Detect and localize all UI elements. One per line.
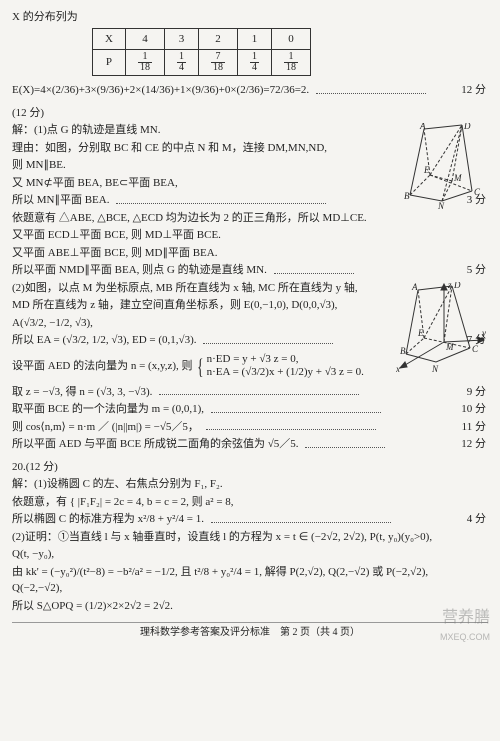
q19-line: 所以平面 AED 与平面 BCE 所成锐二面角的余弦值为 √5／5. 12 分 [12, 436, 488, 453]
q19-line: 依题意有 △ABE, △BCE, △ECD 均为边长为 2 的正三角形，所以 M… [12, 210, 488, 227]
q19-line: (2)如图，以点 M 为坐标原点, MB 所在直线为 x 轴, MC 所在直线为… [12, 280, 488, 297]
score-badge: 3 分 [467, 192, 486, 209]
p-label: P [93, 50, 126, 76]
q19-line: 理由：如图，分别取 BC 和 CE 的中点 N 和 M，连接 DM,MN,ND, [12, 140, 488, 157]
q19-heading: (12 分) [12, 105, 488, 122]
leader-dots [203, 337, 333, 344]
score-badge: 9 分 [467, 384, 486, 401]
q20-line: (2)证明：①当直线 l 与 x 轴垂直时，设直线 l 的方程为 x = t ∈… [12, 529, 488, 546]
dist-heading-text: X 的分布列为 [12, 11, 78, 23]
q19-line: 则 MN∥BE. [12, 157, 488, 174]
q19-line: A(√3/2, −1/2, √3), [12, 315, 488, 332]
q20-line: 由 kk' = (−y₀²)/(t²−8) = −b²/a² = −1/2, 且… [12, 564, 488, 597]
q20-heading: 20.(12 分) [12, 459, 488, 476]
x-cell: 4 [125, 28, 164, 50]
q20-line: 依题意，有 { |F₁F₂| = 2c = 4, b = c = 2, 则 a²… [12, 494, 488, 511]
leader-dots [116, 197, 326, 204]
p-cell: 14 [164, 50, 198, 76]
q19-line: 解：(1)点 G 的轨迹是直线 MN. [12, 122, 488, 139]
q19-heading-text: (12 分) [12, 107, 44, 119]
q19-line: 所以 MN∥平面 BEA. 3 分 [12, 192, 488, 209]
q20-line: 解：(1)设椭圆 C 的左、右焦点分别为 F₁, F₂. [12, 476, 488, 493]
q19-line: 所以平面 NMD∥平面 BEA, 则点 G 的轨迹是直线 MN. 5 分 [12, 262, 488, 279]
distribution-table: X 4 3 2 1 0 P 118 14 718 14 118 [92, 28, 311, 77]
expectation-expr: E(X)=4×(2/36)+3×(9/36)+2×(14/36)+1×(9/36… [12, 84, 309, 96]
dist-heading: X 的分布列为 [12, 9, 488, 26]
q20-line: 所以椭圆 C 的标准方程为 x²/8 + y²/4 = 1. 4 分 [12, 511, 488, 528]
score-badge: 5 分 [467, 262, 486, 279]
q19-line: 又平面 ABE⊥平面 BCE, 则 MD∥平面 BEA. [12, 245, 488, 262]
leader-dots [206, 423, 376, 430]
score-badge: 11 分 [462, 419, 486, 436]
x-cell: 2 [198, 28, 237, 50]
q19-line: MD 所在直线为 z 轴，建立空间直角坐标系，则 E(0,−1,0), D(0,… [12, 297, 488, 314]
p-cell: 718 [198, 50, 237, 76]
q20-line: Q(t, −y₀), [12, 546, 488, 563]
q19-line: 取平面 BCE 的一个法向量为 m = (0,0,1), 10 分 [12, 401, 488, 418]
footer-text: 理科数学参考答案及评分标准 第 2 页（共 4 页） [140, 627, 360, 638]
x-cell: 0 [271, 28, 310, 50]
q20-heading-text: 20.(12 分) [12, 461, 58, 473]
score-badge: 12 分 [461, 436, 486, 453]
score-badge: 7 分 [467, 332, 486, 349]
x-cell: 1 [237, 28, 271, 50]
q19-line: 则 cos⟨n,m⟩ = n·m ／ (|n||m|) = −√5／5， 11 … [12, 419, 488, 436]
leader-dots [274, 267, 354, 274]
p-cell: 14 [237, 50, 271, 76]
page-footer: 理科数学参考答案及评分标准 第 2 页（共 4 页） [12, 622, 488, 640]
q20-line: 所以 S△OPQ = (1/2)×2×2√2 = 2√2. [12, 598, 488, 615]
leader-dots [211, 516, 391, 523]
q19-line: 取 z = −√3, 得 n = (√3, 3, −√3). 9 分 [12, 384, 488, 401]
score-badge: 10 分 [461, 401, 486, 418]
p-cell: 118 [271, 50, 310, 76]
leader-dots [316, 87, 426, 94]
p-cell: 118 [125, 50, 164, 76]
q19-line: 设平面 AED 的法向量为 n = (x,y,z), 则 { n·ED = y … [12, 350, 488, 383]
x-label: X [93, 28, 126, 50]
table-row: X 4 3 2 1 0 [93, 28, 311, 50]
score-badge: 12 分 [461, 82, 486, 99]
score-badge: 4 分 [467, 511, 486, 528]
table-row: P 118 14 718 14 118 [93, 50, 311, 76]
brace-icon: { [197, 350, 203, 383]
leader-dots [211, 406, 381, 413]
expectation-line: E(X)=4×(2/36)+3×(9/36)+2×(14/36)+1×(9/36… [12, 82, 488, 99]
leader-dots [159, 388, 359, 395]
q19-line: 又平面 ECD⊥平面 BCE, 则 MD⊥平面 BCE. [12, 227, 488, 244]
q19-line: 又 MN⊄平面 BEA, BE⊂平面 BEA, [12, 175, 488, 192]
x-cell: 3 [164, 28, 198, 50]
leader-dots [305, 441, 385, 448]
equation-system: n·ED = y + √3 z = 0, n·EA = (√3/2)x + (1… [207, 353, 364, 379]
q19-line: 所以 EA = (√3/2, 1/2, √3), ED = (0,1,√3). … [12, 332, 488, 349]
